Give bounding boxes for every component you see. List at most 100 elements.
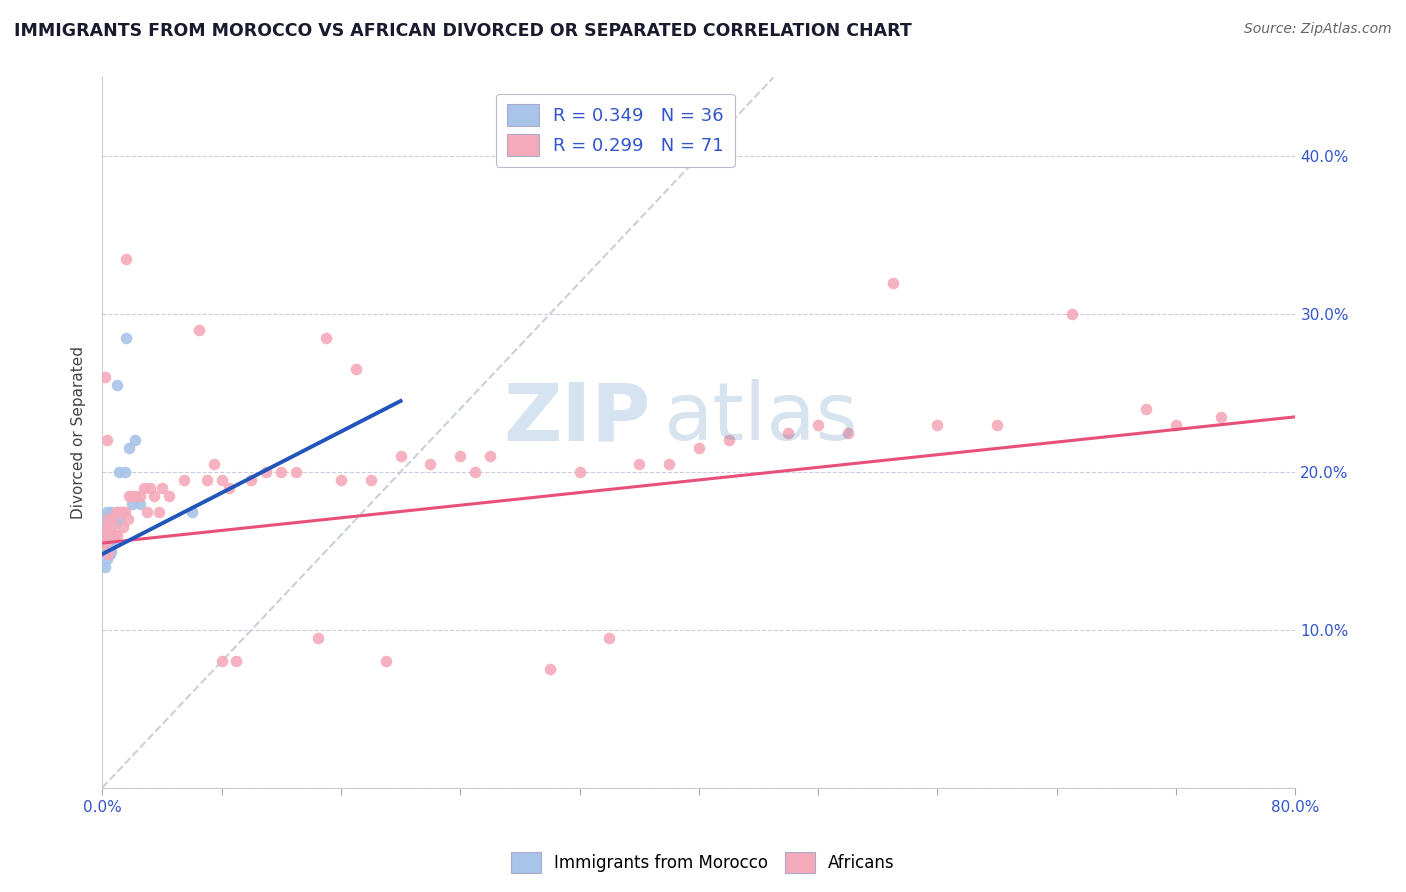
Point — [568, 465, 591, 479]
Point — [100, 520, 122, 534]
Point — [118, 489, 141, 503]
Point — [807, 417, 830, 432]
Point — [107, 465, 129, 479]
Point — [104, 516, 127, 530]
Point — [103, 528, 125, 542]
Point — [93, 528, 115, 542]
Point — [139, 481, 162, 495]
Point — [94, 512, 117, 526]
Point — [374, 655, 396, 669]
Point — [986, 417, 1008, 432]
Point — [180, 504, 202, 518]
Text: atlas: atlas — [664, 379, 858, 458]
Point — [97, 512, 120, 526]
Point — [100, 544, 122, 558]
Point — [121, 489, 143, 503]
Point — [94, 544, 117, 558]
Point — [93, 536, 115, 550]
Point — [1209, 409, 1232, 424]
Point — [225, 655, 247, 669]
Point — [882, 276, 904, 290]
Point — [136, 504, 159, 518]
Point — [96, 504, 118, 518]
Point — [115, 252, 138, 266]
Point — [94, 536, 117, 550]
Point — [93, 536, 115, 550]
Point — [1060, 307, 1083, 321]
Point — [329, 473, 352, 487]
Point — [96, 520, 118, 534]
Point — [105, 504, 128, 518]
Point — [117, 512, 139, 526]
Point — [344, 362, 367, 376]
Point — [94, 370, 117, 384]
Point — [128, 497, 150, 511]
Point — [143, 489, 166, 503]
Point — [112, 520, 135, 534]
Point — [270, 465, 292, 479]
Point — [211, 655, 233, 669]
Point — [97, 547, 120, 561]
Point — [114, 465, 136, 479]
Point — [254, 465, 277, 479]
Point — [173, 473, 195, 487]
Point — [107, 504, 129, 518]
Point — [104, 504, 127, 518]
Point — [148, 504, 170, 518]
Point — [128, 489, 150, 503]
Point — [101, 512, 124, 526]
Point — [360, 473, 382, 487]
Point — [717, 434, 740, 448]
Point — [285, 465, 308, 479]
Point — [97, 544, 120, 558]
Point — [108, 512, 131, 526]
Point — [100, 536, 122, 550]
Legend: R = 0.349   N = 36, R = 0.299   N = 71: R = 0.349 N = 36, R = 0.299 N = 71 — [496, 94, 735, 167]
Point — [218, 481, 240, 495]
Y-axis label: Divorced or Separated: Divorced or Separated — [72, 346, 86, 519]
Legend: Immigrants from Morocco, Africans: Immigrants from Morocco, Africans — [505, 846, 901, 880]
Point — [479, 450, 502, 464]
Point — [308, 631, 330, 645]
Point — [103, 528, 125, 542]
Point — [188, 323, 211, 337]
Point — [115, 331, 138, 345]
Point — [114, 504, 136, 518]
Point — [132, 481, 155, 495]
Point — [96, 544, 118, 558]
Point — [628, 457, 651, 471]
Point — [211, 473, 233, 487]
Point — [94, 528, 117, 542]
Point — [598, 631, 620, 645]
Text: IMMIGRANTS FROM MOROCCO VS AFRICAN DIVORCED OR SEPARATED CORRELATION CHART: IMMIGRANTS FROM MOROCCO VS AFRICAN DIVOR… — [14, 22, 912, 40]
Point — [94, 536, 117, 550]
Point — [778, 425, 800, 440]
Point — [96, 528, 118, 542]
Point — [96, 536, 118, 550]
Point — [1166, 417, 1188, 432]
Point — [837, 425, 859, 440]
Point — [93, 536, 115, 550]
Point — [195, 473, 218, 487]
Point — [101, 536, 124, 550]
Point — [315, 331, 337, 345]
Point — [124, 489, 146, 503]
Point — [94, 528, 117, 542]
Point — [202, 457, 225, 471]
Point — [110, 504, 132, 518]
Point — [105, 378, 128, 392]
Text: Source: ZipAtlas.com: Source: ZipAtlas.com — [1244, 22, 1392, 37]
Point — [538, 662, 561, 676]
Point — [98, 532, 121, 546]
Point — [419, 457, 441, 471]
Point — [240, 473, 263, 487]
Point — [449, 450, 471, 464]
Point — [121, 497, 143, 511]
Point — [97, 536, 120, 550]
Point — [96, 434, 118, 448]
Point — [658, 457, 681, 471]
Point — [98, 520, 121, 534]
Point — [389, 450, 412, 464]
Point — [110, 504, 132, 518]
Point — [688, 442, 710, 456]
